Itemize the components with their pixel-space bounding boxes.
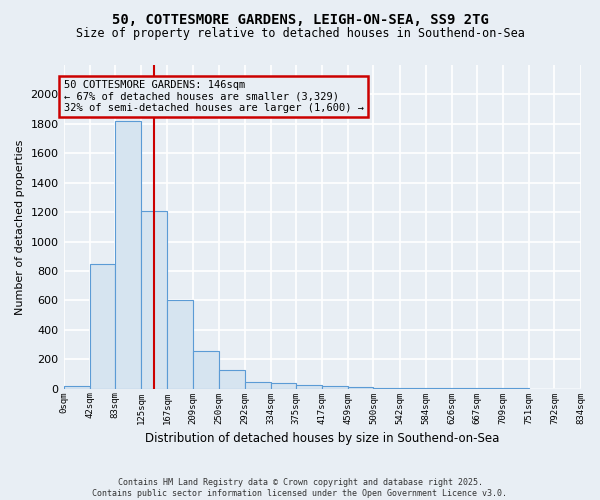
Y-axis label: Number of detached properties: Number of detached properties [15,139,25,314]
Text: 50 COTTESMORE GARDENS: 146sqm
← 67% of detached houses are smaller (3,329)
32% o: 50 COTTESMORE GARDENS: 146sqm ← 67% of d… [64,80,364,113]
Bar [193,351,218,389]
Text: 50, COTTESMORE GARDENS, LEIGH-ON-SEA, SS9 2TG: 50, COTTESMORE GARDENS, LEIGH-ON-SEA, SS… [112,12,488,26]
Bar [348,387,373,388]
Bar [141,210,167,388]
Bar [322,386,348,388]
Bar [296,385,322,388]
Bar [89,264,115,388]
Bar [167,300,193,388]
X-axis label: Distribution of detached houses by size in Southend-on-Sea: Distribution of detached houses by size … [145,432,499,445]
Bar [218,370,245,388]
Text: Contains HM Land Registry data © Crown copyright and database right 2025.
Contai: Contains HM Land Registry data © Crown c… [92,478,508,498]
Bar [115,121,141,388]
Bar [64,386,89,388]
Text: Size of property relative to detached houses in Southend-on-Sea: Size of property relative to detached ho… [76,28,524,40]
Bar [271,383,296,388]
Bar [245,382,271,388]
